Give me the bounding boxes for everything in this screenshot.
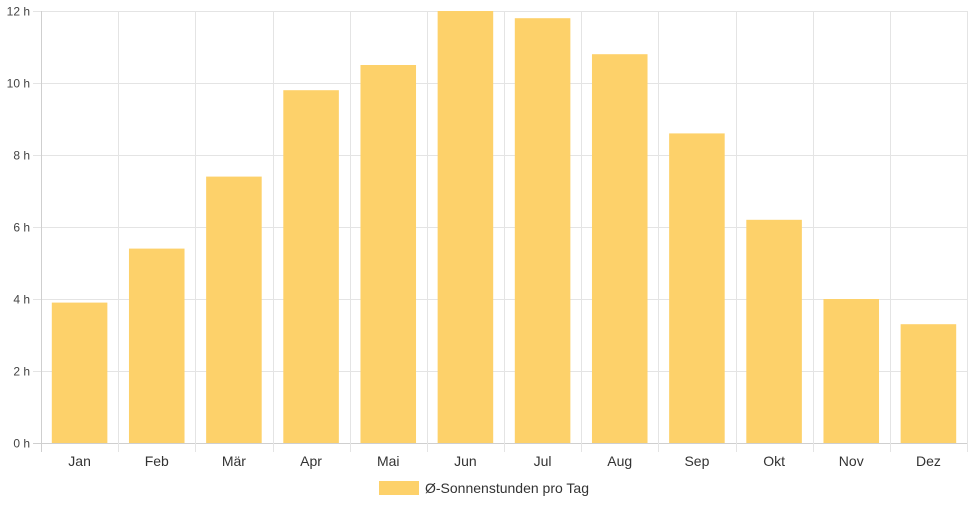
bar	[591, 54, 648, 443]
x-tick-label: Dez	[916, 453, 941, 469]
bar	[669, 133, 725, 443]
y-tick-label: 6 h	[13, 221, 30, 235]
legend-swatch	[379, 481, 419, 495]
bar	[360, 65, 417, 443]
x-tick-label: Nov	[839, 453, 864, 469]
x-tick-label: Jun	[454, 453, 477, 469]
bar	[206, 176, 262, 443]
y-tick-label: 12 h	[7, 5, 30, 19]
bar	[128, 248, 185, 443]
x-tick-label: Okt	[763, 453, 785, 469]
bar	[437, 11, 494, 443]
bar	[900, 324, 957, 443]
x-tick-label: Jan	[68, 453, 91, 469]
x-tick-label: Aug	[607, 453, 632, 469]
x-tick-label: Apr	[300, 453, 322, 469]
y-tick-label: 10 h	[7, 77, 30, 91]
legend[interactable]: Ø-Sonnenstunden pro Tag	[0, 480, 968, 496]
x-tick-label: Sep	[684, 453, 709, 469]
y-tick-label: 0 h	[13, 437, 30, 451]
x-tick-label: Mai	[377, 453, 400, 469]
bar	[514, 18, 571, 443]
y-tick-label: 2 h	[13, 365, 30, 379]
bar	[823, 299, 880, 443]
y-tick-label: 4 h	[13, 293, 30, 307]
x-tick-label: Mär	[222, 453, 246, 469]
legend-label: Ø-Sonnenstunden pro Tag	[425, 480, 589, 496]
x-tick-label: Jul	[534, 453, 552, 469]
x-tick-label: Feb	[145, 453, 169, 469]
bar	[283, 90, 339, 443]
bar	[51, 302, 108, 443]
bar	[746, 219, 802, 443]
y-tick-label: 8 h	[13, 149, 30, 163]
